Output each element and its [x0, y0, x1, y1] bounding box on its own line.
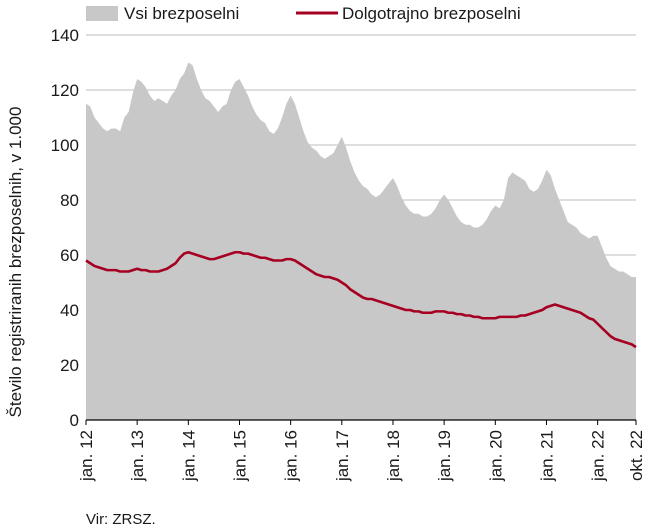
legend-label-area: Vsi brezposelni: [124, 4, 239, 23]
x-tick-label: jan. 17: [333, 430, 352, 482]
x-tick-label: jan. 13: [128, 430, 147, 482]
legend-label-line: Dolgotrajno brezposelni: [342, 4, 521, 23]
y-tick-label: 0: [70, 411, 79, 430]
axes: [85, 419, 637, 425]
y-tick-label: 40: [60, 301, 79, 320]
y-tick-label: 140: [51, 26, 79, 45]
x-tick-label: jan. 14: [179, 430, 198, 482]
y-tick-label: 120: [51, 81, 79, 100]
x-tick-label: okt. 22: [627, 430, 646, 481]
x-tick-label: jan. 15: [230, 430, 249, 482]
series-area-vsi-brezposelni: [86, 62, 636, 420]
source-note: Vir: ZRSZ.: [86, 511, 156, 528]
y-axis-title: Število registriranih brezposelnih, v 1.…: [6, 107, 25, 418]
series-line-dolgotrajno-brezposelni: [85, 250, 637, 349]
y-tick-label: 100: [51, 136, 79, 155]
x-tick-label: jan. 18: [384, 430, 403, 482]
area-layer: [86, 62, 636, 420]
x-tick-label: jan. 12: [77, 430, 96, 482]
line-layer: [85, 250, 637, 349]
y-tick-label: 80: [60, 191, 79, 210]
ticks: 0 20 40 60 80 100 120 140 jan. 12 jan. 13 jan. 14 j…: [51, 26, 646, 482]
legend: Vsi brezposelni Dolgotrajno brezposelni: [86, 4, 521, 23]
y-tick-label: 20: [60, 356, 79, 375]
x-tick-label: jan. 22: [589, 430, 608, 482]
x-tick-label: jan. 16: [282, 430, 301, 482]
x-tick-label: jan. 21: [537, 430, 556, 482]
y-tick-label: 60: [60, 246, 79, 265]
x-tick-label: jan. 20: [486, 430, 505, 482]
legend-swatch-area: [86, 6, 118, 21]
x-tick-label: jan. 19: [435, 430, 454, 482]
